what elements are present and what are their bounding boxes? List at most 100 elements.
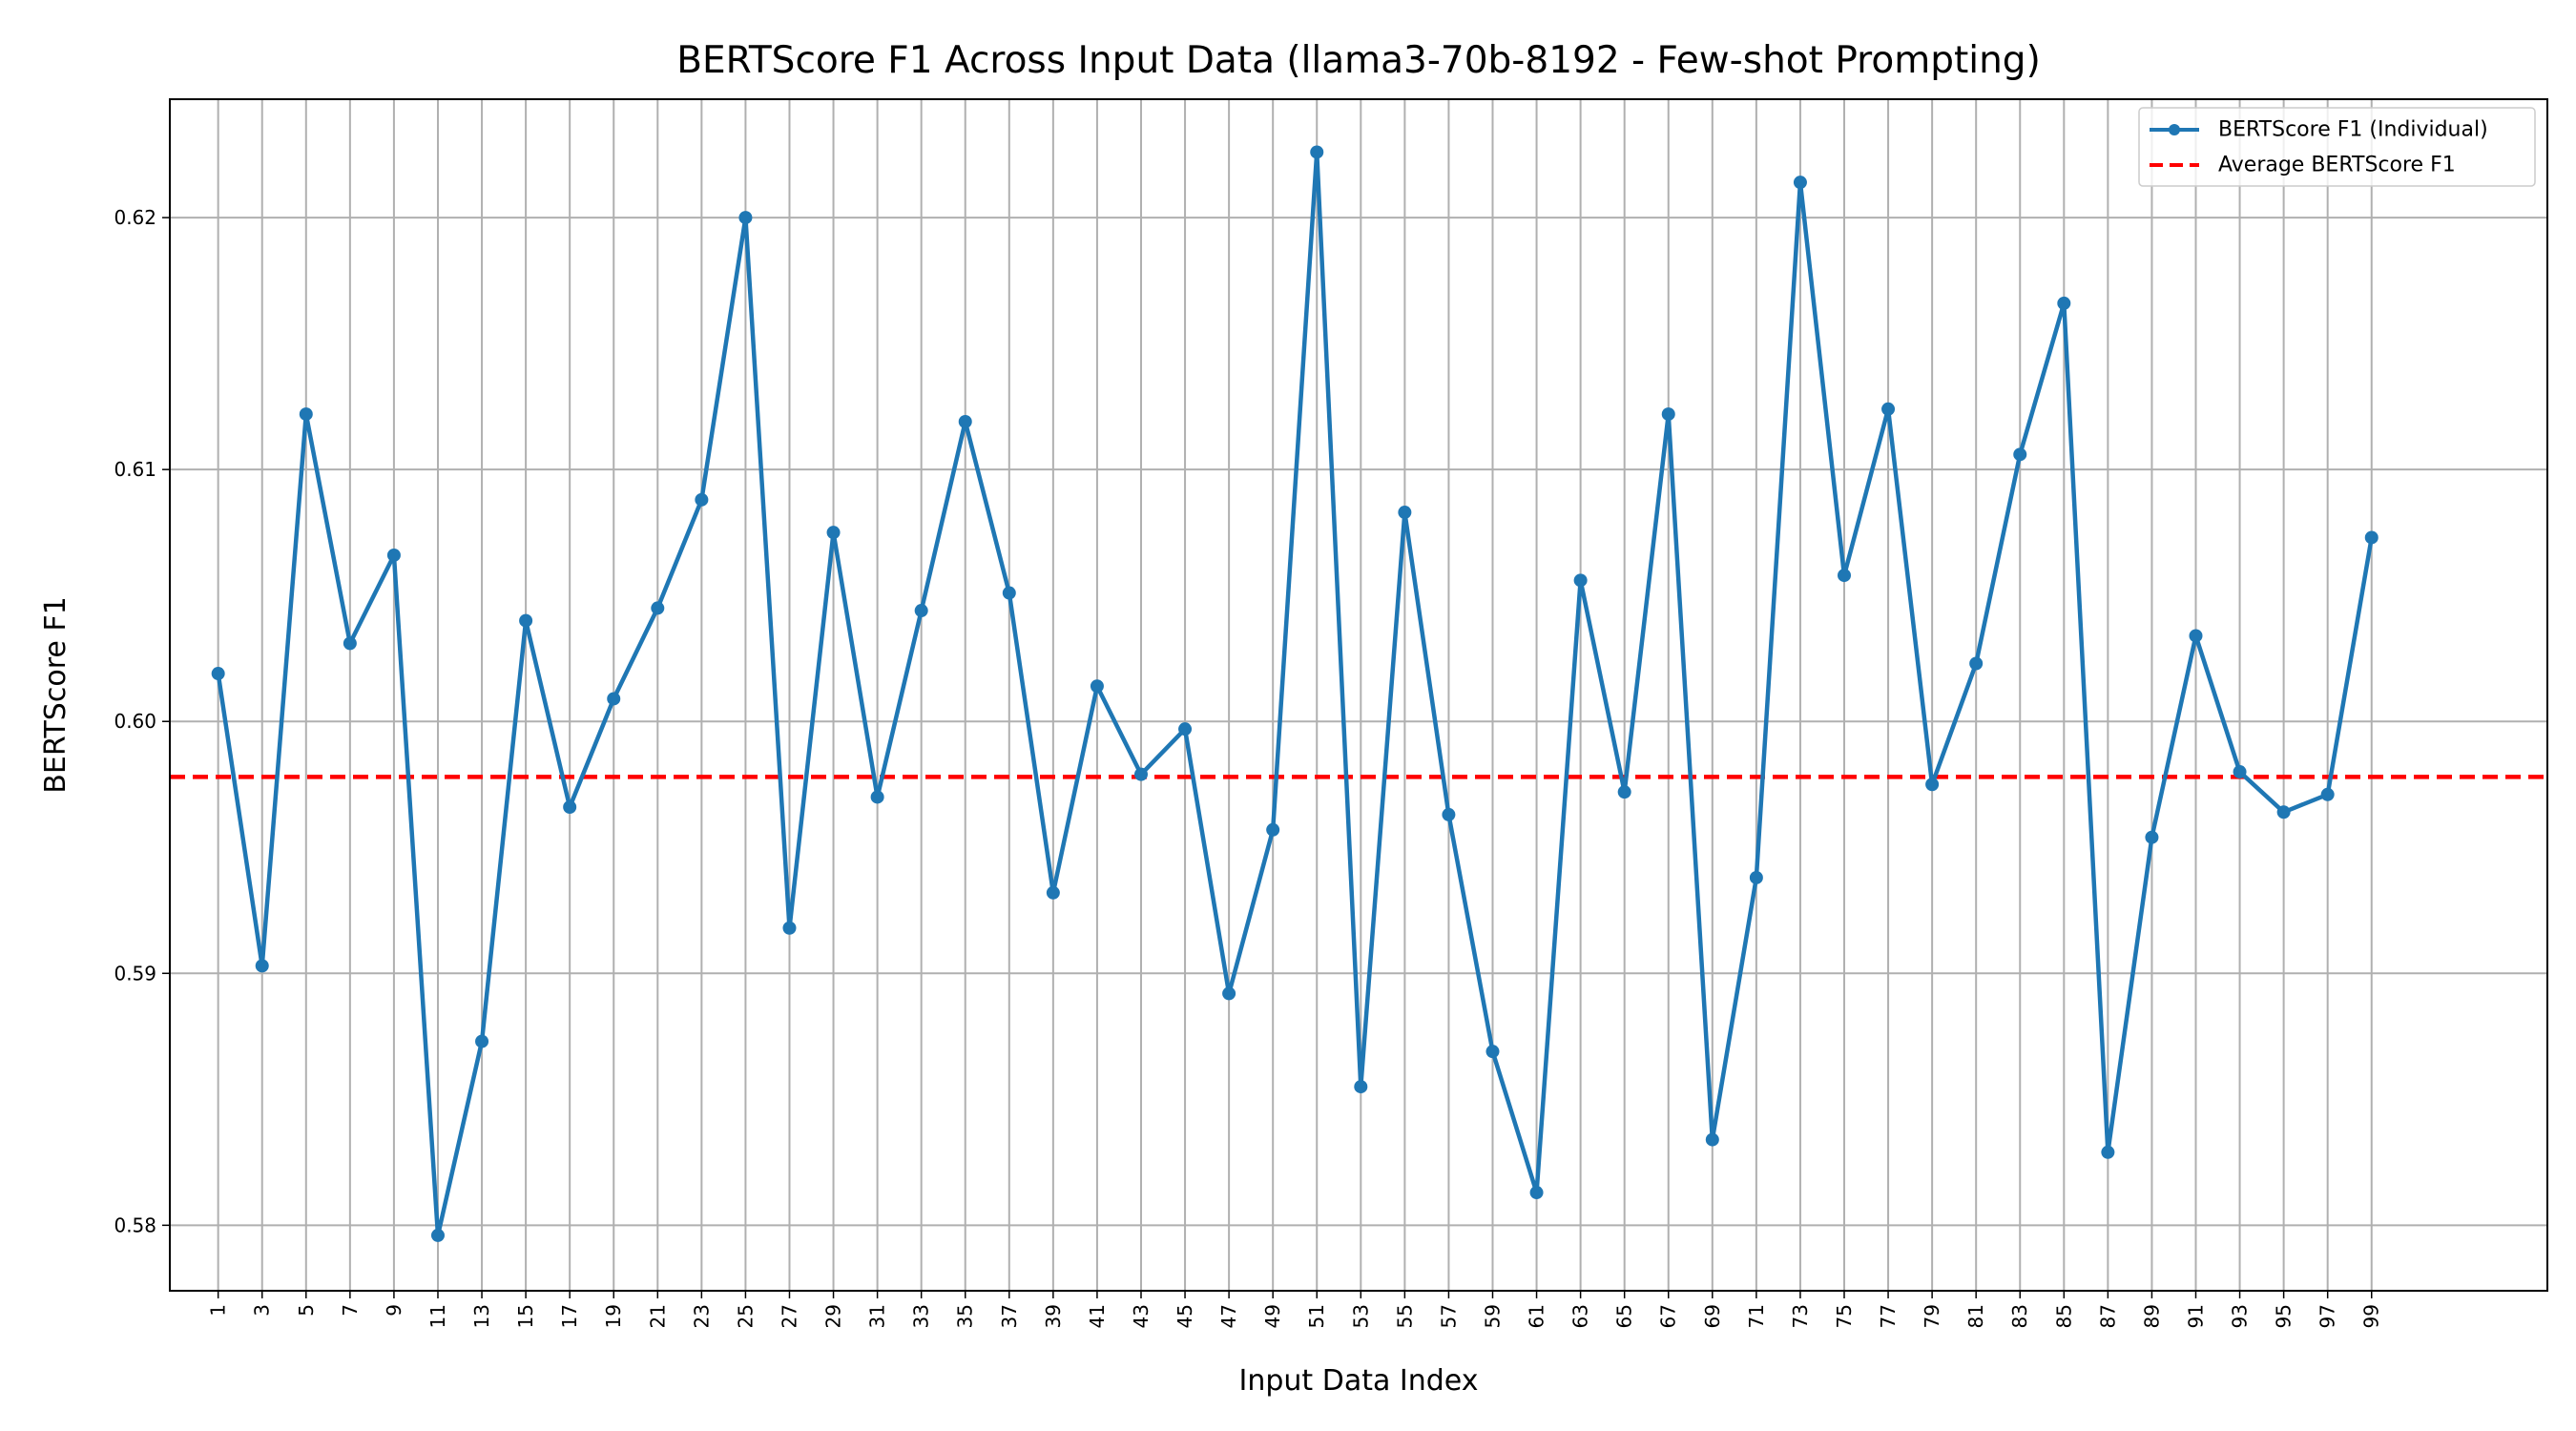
data-point [738, 211, 753, 225]
x-tick-label: 91 [2184, 1304, 2207, 1328]
x-tick-label: 1 [207, 1304, 230, 1317]
x-tick-label: 51 [1305, 1304, 1328, 1328]
data-point [2101, 1145, 2115, 1159]
data-point [1354, 1080, 1368, 1094]
data-point [519, 613, 533, 628]
data-point [1705, 1132, 1719, 1147]
data-point [2320, 787, 2335, 801]
y-tick-label: 0.59 [114, 962, 156, 985]
data-point [1485, 1045, 1500, 1059]
data-point [1222, 986, 1236, 1001]
data-point [1529, 1186, 1544, 1200]
x-tick-label: 37 [998, 1304, 1021, 1328]
x-tick-label: 9 [383, 1304, 405, 1317]
y-tick-label: 0.61 [114, 458, 156, 481]
data-point [299, 407, 313, 422]
data-point [695, 492, 709, 507]
data-point [211, 667, 225, 681]
x-tick-label: 13 [470, 1304, 493, 1328]
data-point [386, 548, 401, 562]
data-point [2364, 530, 2379, 545]
x-tick-label: 25 [734, 1304, 757, 1328]
legend: BERTScore F1 (Individual) Average BERTSc… [2138, 107, 2536, 187]
data-point [343, 636, 357, 651]
legend-label-individual: BERTScore F1 (Individual) [2218, 118, 2488, 142]
x-tick-label: 89 [2140, 1304, 2163, 1328]
legend-box [2138, 107, 2536, 187]
x-tick-label: 49 [1261, 1304, 1284, 1328]
data-point [1881, 402, 1896, 416]
x-tick-label: 39 [1042, 1304, 1065, 1328]
x-tick-label: 53 [1349, 1304, 1372, 1328]
x-tick-label: 27 [778, 1304, 800, 1328]
x-tick-label: 85 [2052, 1304, 2075, 1328]
data-point [2145, 830, 2159, 844]
x-tick-label: 71 [1745, 1304, 1768, 1328]
series-line-individual [216, 150, 2374, 1238]
data-point [1002, 586, 1016, 600]
legend-label-average: Average BERTScore F1 [2218, 154, 2456, 177]
x-tick-label: 67 [1657, 1304, 1680, 1328]
y-tick-label: 0.58 [114, 1213, 156, 1236]
data-point [475, 1034, 489, 1048]
x-tick-label: 19 [602, 1304, 625, 1328]
data-point [1266, 822, 1280, 837]
data-point [2276, 805, 2291, 819]
x-tick-label: 21 [646, 1304, 669, 1328]
series-layer [211, 145, 2379, 1242]
x-tick-label: 61 [1526, 1304, 1548, 1328]
data-point [563, 800, 577, 815]
x-tick-label: 5 [295, 1304, 318, 1317]
data-point [2233, 765, 2247, 779]
data-point [1661, 407, 1675, 422]
x-tick-label: 81 [1964, 1304, 1987, 1328]
data-point [1837, 569, 1851, 583]
data-point [1178, 722, 1193, 736]
x-tick-label: 31 [866, 1304, 889, 1328]
data-point [1310, 145, 1324, 159]
data-point [651, 601, 665, 615]
x-tick-label: 77 [1877, 1304, 1900, 1328]
x-tick-label: 17 [558, 1304, 581, 1328]
x-tick-label: 29 [822, 1304, 845, 1328]
data-point [1749, 870, 1763, 884]
data-point [2057, 296, 2071, 310]
y-axis-title: BERTScore F1 [39, 596, 73, 793]
data-point [782, 921, 797, 935]
data-point [958, 414, 972, 428]
x-tick-label: 57 [1437, 1304, 1460, 1328]
x-tick-label: 23 [690, 1304, 713, 1328]
data-point [1046, 885, 1060, 900]
x-tick-label: 45 [1174, 1304, 1196, 1328]
data-point [2189, 629, 2203, 643]
data-point [255, 959, 269, 973]
data-point [430, 1228, 445, 1242]
x-tick-label: 69 [1701, 1304, 1724, 1328]
data-point [1925, 778, 1940, 792]
x-tick-label: 43 [1130, 1304, 1153, 1328]
data-point [2013, 447, 2027, 462]
axis-ticks: 1 3 5 7 9 11 13 15 17 19 21 23 25 27 29 31 33 35 37 39 41 43 4… [114, 206, 2382, 1328]
plot-area-frame [169, 98, 2548, 1292]
x-tick-label: 75 [1833, 1304, 1856, 1328]
legend-marker-individual [2169, 124, 2180, 135]
data-point [1793, 176, 1807, 190]
data-point [826, 526, 841, 540]
chart-title: BERTScore F1 Across Input Data (llama3-7… [676, 39, 2041, 82]
x-tick-label: 33 [910, 1304, 933, 1328]
data-point [1573, 573, 1588, 588]
x-tick-label: 95 [2273, 1304, 2296, 1328]
x-tick-label: 11 [426, 1304, 449, 1328]
x-tick-label: 93 [2229, 1304, 2252, 1328]
x-tick-label: 7 [339, 1304, 362, 1317]
x-tick-label: 47 [1217, 1304, 1240, 1328]
x-tick-label: 79 [1921, 1304, 1943, 1328]
data-point [914, 604, 928, 618]
y-tick-label: 0.62 [114, 206, 156, 229]
x-tick-label: 99 [2360, 1304, 2383, 1328]
data-point [870, 790, 884, 804]
grid-lines [170, 99, 2547, 1291]
data-point [1398, 506, 1412, 520]
